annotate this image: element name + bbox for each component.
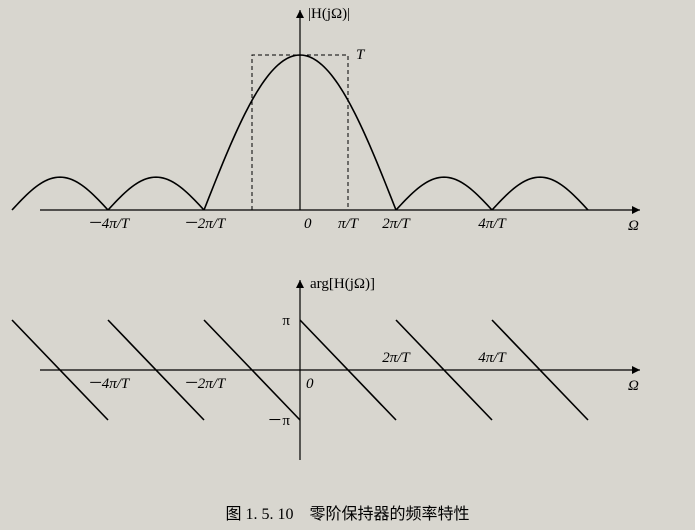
svg-text:π/T: π/T	[338, 216, 360, 232]
figure-page: |H(jΩ)| Ω T －4π/T －2π/T 0 π/T 2π/T 4π/T arg[H(jΩ)…	[0, 0, 695, 530]
svg-text:4π/T: 4π/T	[478, 216, 507, 232]
svg-text:arg[H(jΩ)]: arg[H(jΩ)]	[310, 276, 375, 292]
svg-text:π: π	[282, 313, 290, 329]
svg-text:－4π/T: －4π/T	[87, 376, 131, 392]
svg-text:0: 0	[304, 216, 312, 232]
svg-text:T: T	[356, 47, 366, 63]
svg-text:4π/T: 4π/T	[478, 350, 507, 366]
figure-caption: 图 1. 5. 10 零阶保持器的频率特性	[0, 500, 695, 524]
svg-text:0: 0	[306, 376, 314, 392]
svg-text:Ω: Ω	[628, 218, 639, 234]
svg-text:2π/T: 2π/T	[382, 216, 411, 232]
svg-text:|H(jΩ)|: |H(jΩ)|	[308, 6, 350, 22]
svg-text:－2π/T: －2π/T	[183, 376, 227, 392]
svg-text:－π: －π	[267, 413, 290, 429]
svg-text:2π/T: 2π/T	[382, 350, 411, 366]
svg-text:－4π/T: －4π/T	[87, 216, 131, 232]
svg-text:Ω: Ω	[628, 378, 639, 394]
svg-text:－2π/T: －2π/T	[183, 216, 227, 232]
figure-svg: |H(jΩ)| Ω T －4π/T －2π/T 0 π/T 2π/T 4π/T arg[H(jΩ)…	[0, 0, 695, 530]
